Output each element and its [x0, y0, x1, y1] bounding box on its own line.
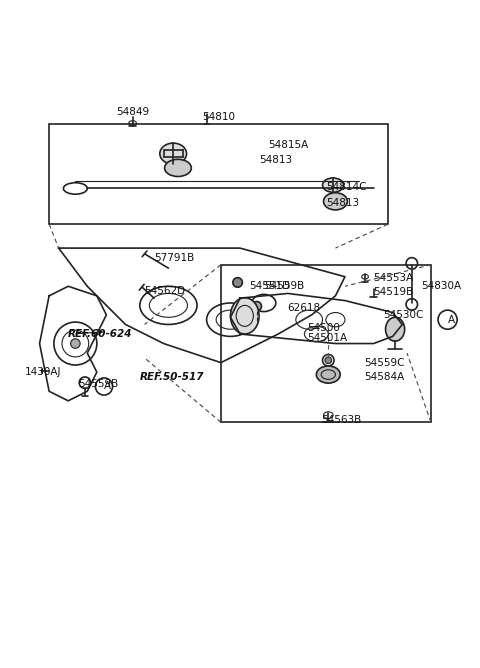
Text: 54814C: 54814C — [326, 182, 366, 192]
Text: 54849: 54849 — [116, 107, 149, 117]
Text: 54551D: 54551D — [250, 281, 291, 291]
Text: 54530C: 54530C — [383, 310, 423, 320]
Ellipse shape — [385, 317, 405, 341]
Text: 54501A: 54501A — [307, 333, 347, 343]
Text: 54815A: 54815A — [269, 140, 309, 150]
Text: 54813: 54813 — [326, 198, 359, 208]
Ellipse shape — [230, 298, 259, 334]
Text: 54500: 54500 — [307, 323, 340, 333]
Circle shape — [252, 301, 262, 311]
Text: 54562D: 54562D — [144, 286, 186, 296]
Text: A: A — [104, 381, 111, 391]
Text: 54813: 54813 — [259, 155, 292, 165]
Ellipse shape — [324, 193, 348, 210]
Text: 54559B: 54559B — [78, 379, 118, 389]
Ellipse shape — [160, 143, 187, 164]
Text: REF.60-624: REF.60-624 — [68, 329, 132, 339]
Text: 54563B: 54563B — [321, 415, 361, 425]
Text: 54559B: 54559B — [264, 281, 304, 291]
Text: A: A — [447, 315, 455, 325]
Text: 54559C: 54559C — [364, 357, 405, 367]
Text: 54830A: 54830A — [421, 281, 461, 291]
Text: REF.50-517: REF.50-517 — [140, 372, 204, 382]
Ellipse shape — [63, 183, 87, 194]
Circle shape — [71, 339, 80, 348]
Ellipse shape — [323, 178, 344, 192]
Ellipse shape — [316, 366, 340, 383]
Text: 54519B: 54519B — [373, 287, 414, 297]
Circle shape — [233, 278, 242, 287]
Text: 54810: 54810 — [202, 112, 235, 122]
Text: 57791B: 57791B — [154, 253, 194, 263]
Text: 54584A: 54584A — [364, 372, 404, 382]
Circle shape — [325, 357, 332, 363]
Bar — [221, 265, 431, 422]
Text: 54553A: 54553A — [373, 273, 414, 283]
Text: 62618: 62618 — [288, 303, 321, 313]
Ellipse shape — [165, 160, 192, 176]
Text: 1430AJ: 1430AJ — [25, 367, 62, 377]
Bar — [49, 124, 388, 224]
